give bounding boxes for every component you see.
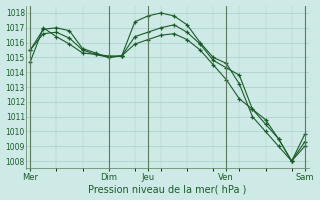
X-axis label: Pression niveau de la mer( hPa ): Pression niveau de la mer( hPa ) (88, 184, 247, 194)
